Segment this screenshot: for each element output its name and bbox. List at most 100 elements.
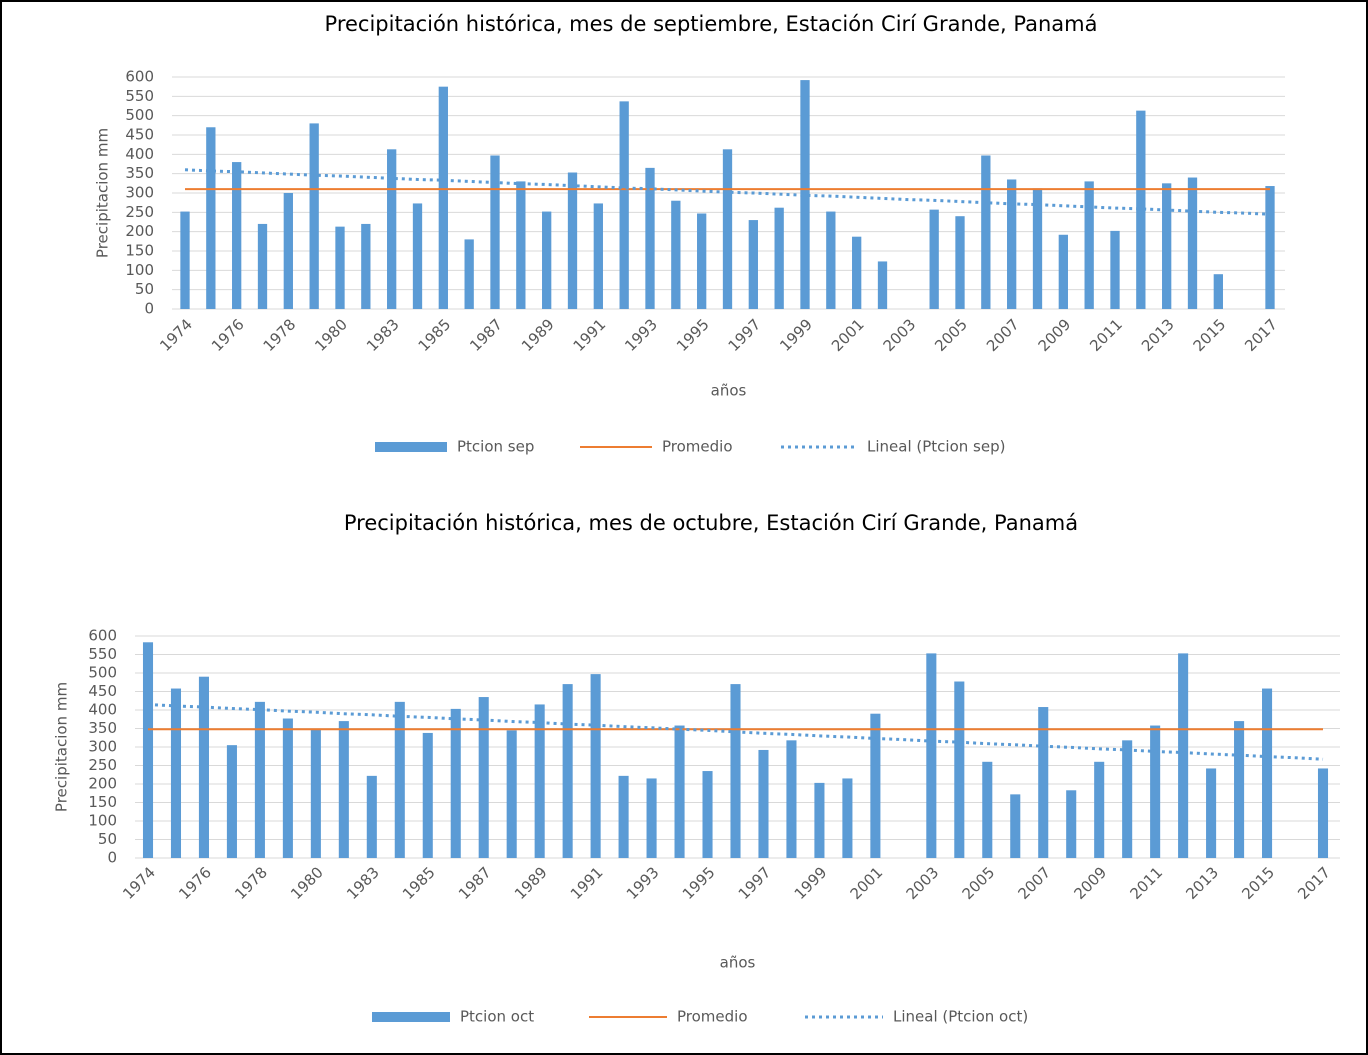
bar [877, 261, 888, 309]
bar [310, 728, 321, 858]
bar [254, 701, 265, 858]
bar [674, 725, 685, 858]
y-tick-label: 350 [125, 164, 154, 182]
y-tick-label: 300 [88, 738, 117, 756]
bar [422, 732, 433, 858]
bar [282, 718, 293, 858]
bar [478, 697, 489, 858]
bar [1206, 768, 1217, 858]
legend-label: Lineal (Ptcion oct) [893, 1008, 1028, 1026]
bar [490, 155, 500, 309]
bar [1162, 183, 1172, 309]
bar [1122, 740, 1133, 858]
bar [534, 704, 545, 858]
bar [394, 701, 405, 858]
bar [748, 220, 758, 309]
chart-title: Precipitación histórica, mes de octubre,… [344, 511, 1078, 535]
bar [206, 127, 216, 310]
trend-line [147, 702, 1324, 761]
y-tick-label: 100 [125, 261, 154, 279]
bar [826, 211, 836, 309]
y-tick-label: 150 [125, 242, 154, 260]
bar [870, 713, 881, 858]
y-tick-label: 50 [98, 830, 117, 848]
y-axis-label: Precipitacion mm [94, 128, 112, 258]
trend-line [184, 168, 1271, 216]
bar [1094, 761, 1105, 858]
bar [954, 681, 965, 858]
bar [671, 200, 681, 309]
bar [257, 223, 268, 309]
y-tick-label: 150 [88, 793, 117, 811]
bar [1265, 186, 1275, 309]
bar [438, 86, 448, 310]
bar [926, 653, 937, 858]
bar [567, 172, 578, 309]
legend-label: Ptcion oct [460, 1008, 534, 1026]
y-tick-label: 450 [88, 682, 117, 700]
bar [774, 207, 784, 309]
bar [180, 211, 190, 309]
bar [842, 778, 853, 858]
bar [1007, 179, 1017, 309]
bar [758, 749, 769, 858]
bar [232, 162, 242, 309]
y-tick-label: 550 [88, 645, 117, 663]
bar [283, 193, 293, 309]
y-tick-label: 200 [125, 222, 154, 240]
legend-label: Ptcion sep [457, 438, 534, 456]
y-tick-label: 0 [144, 300, 154, 318]
bar [198, 676, 209, 858]
bar [646, 778, 657, 858]
bar [722, 149, 733, 309]
bar [619, 101, 629, 309]
y-tick-label: 600 [125, 68, 154, 86]
y-tick-label: 0 [107, 849, 117, 867]
y-tick-label: 300 [125, 184, 154, 202]
y-tick-label: 50 [135, 280, 154, 298]
y-tick-label: 550 [125, 87, 154, 105]
legend-label: Promedio [662, 438, 733, 456]
legend-label: Lineal (Ptcion sep) [867, 438, 1005, 456]
y-tick-label: 100 [88, 812, 117, 830]
bar [366, 775, 377, 858]
bar [309, 123, 319, 310]
bar [361, 223, 371, 309]
y-tick-label: 500 [125, 106, 154, 124]
bar [1213, 274, 1223, 309]
chart-title: Precipitación histórica, mes de septiemb… [325, 12, 1098, 36]
bar [335, 226, 345, 309]
bar [852, 236, 862, 309]
y-tick-label: 250 [88, 756, 117, 774]
bar [982, 761, 993, 858]
y-tick-label: 400 [88, 701, 117, 719]
y-tick-label: 350 [88, 719, 117, 737]
bar [593, 203, 603, 309]
bar [955, 216, 965, 309]
bar [142, 642, 154, 858]
legend-label: Promedio [677, 1008, 748, 1026]
x-axis-label: años [711, 382, 747, 400]
bar [730, 684, 741, 858]
bar [1150, 725, 1161, 858]
y-axis-label: Precipitacion mm [53, 682, 71, 812]
bar [645, 167, 655, 309]
bar [387, 149, 397, 309]
bar [1178, 653, 1189, 858]
bar [542, 211, 552, 309]
y-tick-label: 450 [125, 126, 154, 144]
bar [506, 730, 517, 858]
bar [1032, 188, 1043, 309]
bar [800, 80, 810, 310]
bar [1038, 707, 1049, 858]
bar [1317, 768, 1329, 858]
bar [618, 775, 629, 858]
x-axis-label: años [720, 954, 756, 972]
bar [412, 203, 423, 309]
y-tick-label: 200 [88, 775, 117, 793]
legend-swatch [372, 1012, 450, 1022]
bar [702, 771, 713, 858]
bar [929, 209, 939, 309]
bar [170, 688, 182, 858]
